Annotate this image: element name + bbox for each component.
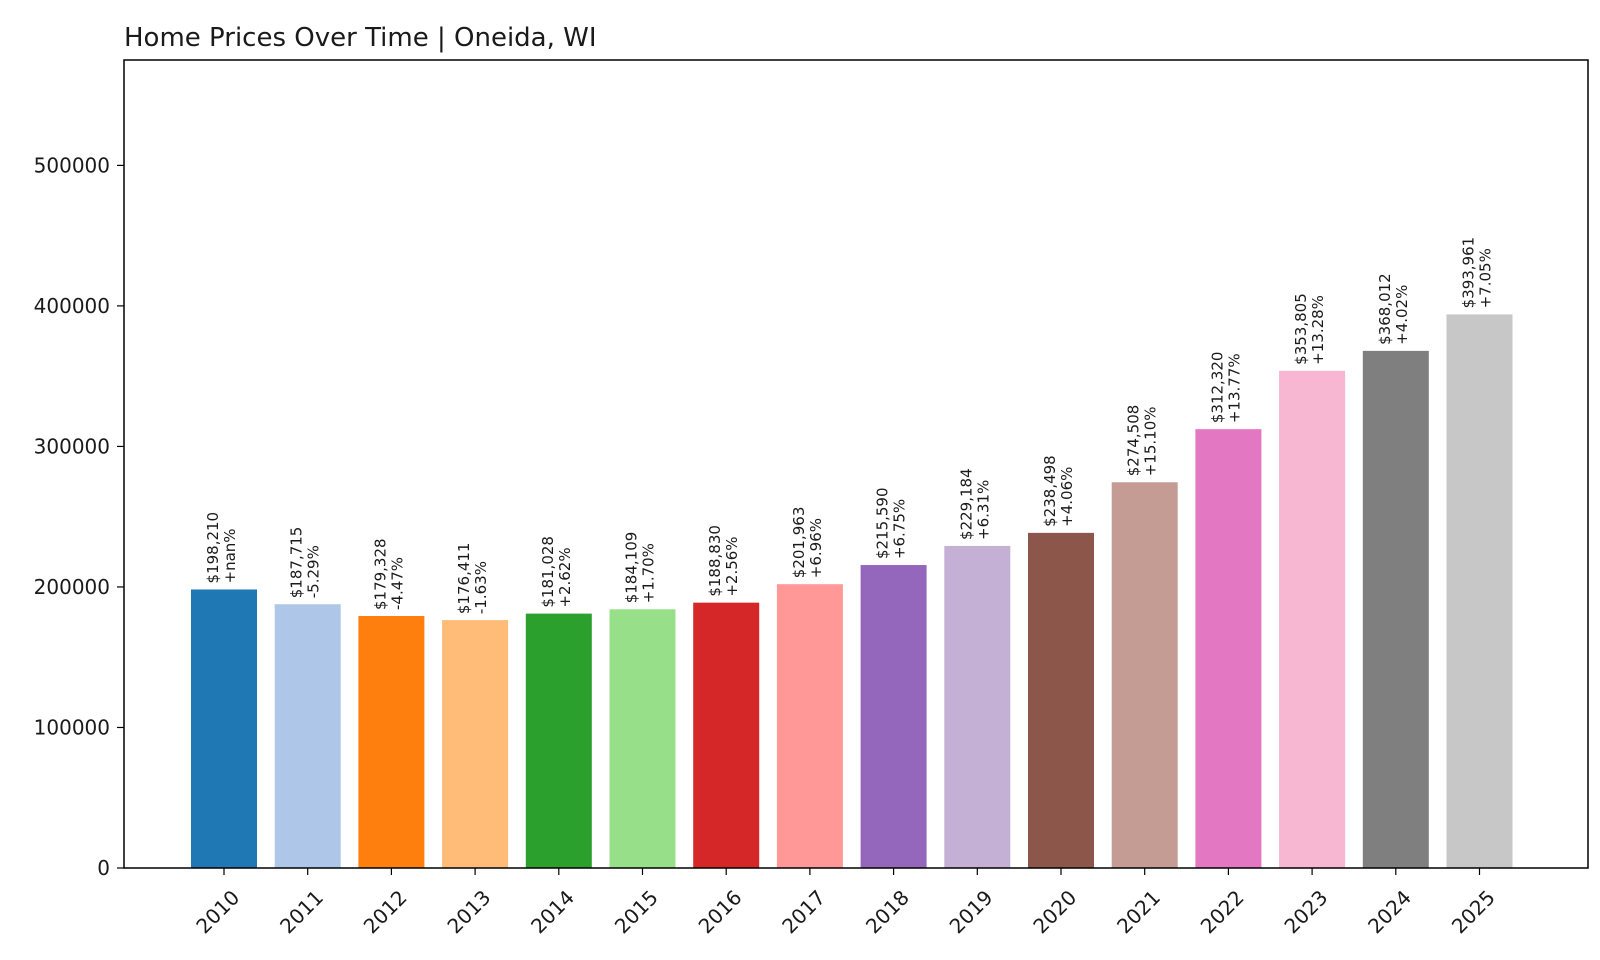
bar-2011 [274,604,341,868]
data-label-price: $368,012 [1376,273,1394,345]
data-label-change: +13.77% [1225,353,1243,423]
data-label-change: -4.47% [388,557,406,610]
x-tick-label: 2021 [1112,885,1165,938]
data-label-change: +6.31% [974,480,992,540]
x-tick-label: 2013 [442,885,495,938]
data-label-price: $184,109 [623,532,641,604]
data-label-change: +2.56% [723,536,741,596]
x-tick-label: 2015 [610,885,663,938]
data-label-change: +nan% [221,528,239,583]
bar-2013 [442,620,509,868]
data-label-change: +1.70% [640,543,658,603]
data-label-change: +13.28% [1309,295,1327,365]
bar-2024 [1362,350,1429,868]
data-label-price: $187,715 [288,527,306,599]
x-tick-label: 2017 [777,885,830,938]
data-label-price: $238,498 [1041,455,1059,527]
data-label-price: $176,411 [455,543,473,615]
x-tick-label: 2012 [359,885,412,938]
x-tick-label: 2019 [945,885,998,938]
data-label-change: +4.02% [1393,285,1411,345]
data-labels-group: $198,210 +nan% $187,715 -5.29% $179,328 -4.47… [204,237,1495,614]
x-tick-label: 2016 [694,885,747,938]
data-label-price: $353,805 [1292,293,1310,365]
bar-2023 [1279,370,1346,868]
y-tick-label: 200000 [34,575,110,599]
data-label-change: +2.62% [556,547,574,607]
y-tick-label: 300000 [34,434,110,458]
x-tick-label: 2014 [526,885,579,938]
bar-2010 [191,589,257,868]
data-label-price: $179,328 [371,538,389,610]
x-axis: 2010 2011 2012 2013 2014 2015 2016 2017 2018 2019… [191,868,1500,938]
data-label-change: +15.10% [1142,406,1160,476]
x-tick-label: 2020 [1028,885,1081,938]
data-label-change: +7.05% [1477,248,1495,308]
y-tick-label: 400000 [34,294,110,318]
data-label-price: $215,590 [874,487,892,559]
x-tick-label: 2022 [1196,885,1249,938]
y-tick-label: 500000 [34,153,110,177]
data-label-change: +6.96% [807,518,825,578]
y-tick-label: 100000 [34,715,110,739]
plot-area-frame [123,59,1589,869]
data-label-price: $198,210 [204,512,222,584]
bar-2020 [1028,532,1094,868]
data-label-price: $393,961 [1460,237,1478,309]
data-label-price: $201,963 [790,507,808,579]
y-axis: 0 100000 200000 300000 400000 500000 [34,153,124,880]
x-tick-label: 2025 [1447,885,1500,938]
bar-2019 [944,545,1011,868]
bars-group [191,314,1513,868]
data-label-change: -5.29% [305,545,323,598]
bar-2015 [609,609,676,868]
chart-title: Home Prices Over Time | Oneida, WI [124,23,597,53]
y-tick-label: 0 [97,856,110,880]
x-tick-label: 2018 [861,885,914,938]
bar-2025 [1446,314,1513,868]
data-label-price: $312,320 [1208,352,1226,424]
bar-2021 [1111,482,1178,868]
data-label-price: $181,028 [539,536,557,608]
data-label-change: +4.06% [1058,467,1076,527]
bar-2014 [525,613,592,868]
bar-2017 [776,584,843,868]
data-label-change: -1.63% [472,561,490,614]
data-label-price: $229,184 [957,468,975,540]
data-label-price: $274,508 [1125,405,1143,477]
bar-2016 [693,602,760,868]
x-tick-label: 2011 [275,885,328,938]
x-tick-label: 2024 [1363,885,1416,938]
x-tick-label: 2023 [1279,885,1332,938]
data-label-change: +6.75% [891,499,909,559]
bar-2022 [1195,429,1262,868]
bar-2018 [860,565,927,868]
x-tick-label: 2010 [191,885,244,938]
bar-2012 [358,616,425,868]
data-label-price: $188,830 [706,525,724,597]
